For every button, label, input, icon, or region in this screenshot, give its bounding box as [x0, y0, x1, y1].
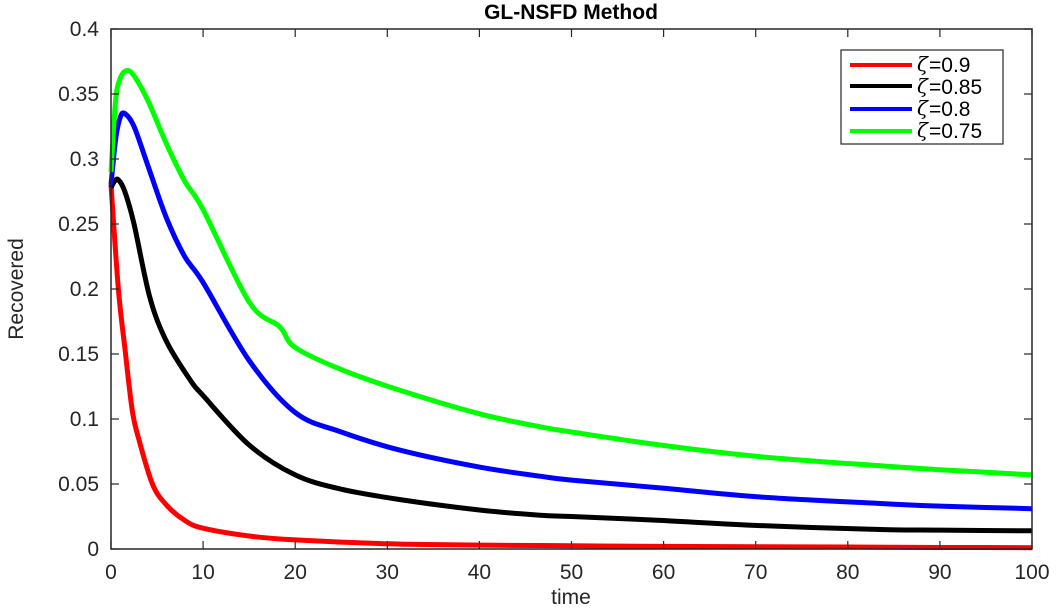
legend-label: =0.8 [929, 98, 970, 121]
x-axis-label: time [551, 586, 591, 609]
zeta-symbol: ζ [917, 96, 929, 120]
plot-lines [108, 67, 1033, 551]
y-tick-label: 0.25 [58, 213, 99, 236]
y-tick-label: 0.4 [70, 18, 100, 41]
legend-label: =0.75 [929, 120, 982, 143]
x-tick-label: 50 [560, 561, 583, 584]
y-axis: 0 0.05 0.1 0.15 0.2 0.25 0.3 0.35 0.4 [58, 18, 1032, 561]
legend-item-zeta-0.85: ζ =0.85 [850, 74, 982, 99]
x-tick-label: 90 [928, 561, 951, 584]
x-tick-label: 100 [1014, 561, 1049, 584]
x-axis: 0 10 20 30 40 50 60 70 80 90 100 [105, 29, 1050, 584]
x-tick-label: 20 [284, 561, 307, 584]
legend-item-zeta-0.8: ζ =0.8 [850, 96, 970, 121]
series-line-3 [108, 67, 1033, 478]
y-tick-label: 0.3 [70, 148, 99, 171]
y-tick-label: 0.2 [70, 278, 99, 301]
series-line-2 [108, 110, 1033, 512]
series-line-1 [108, 176, 1033, 534]
series-line-0 [108, 184, 1033, 551]
zeta-symbol: ζ [917, 118, 929, 142]
y-tick-label: 0.35 [58, 83, 99, 106]
x-tick-label: 0 [105, 561, 117, 584]
legend-label: =0.9 [929, 54, 970, 77]
y-axis-label: Recovered [5, 238, 28, 340]
chart-title: GL-NSFD Method [484, 1, 658, 24]
legend-item-zeta-0.9: ζ =0.9 [850, 52, 970, 77]
y-tick-label: 0.1 [70, 408, 99, 431]
legend-item-zeta-0.75: ζ =0.75 [850, 118, 982, 143]
legend-label: =0.85 [929, 76, 982, 99]
zeta-symbol: ζ [917, 52, 929, 76]
y-tick-label: 0.05 [58, 473, 99, 496]
x-tick-label: 30 [376, 561, 399, 584]
legend: ζ =0.9 ζ =0.85 ζ =0.8 ζ =0.75 [840, 49, 1004, 145]
x-tick-label: 80 [836, 561, 859, 584]
zeta-symbol: ζ [917, 74, 929, 98]
y-tick-label: 0.15 [58, 343, 99, 366]
x-tick-label: 10 [191, 561, 214, 584]
x-tick-label: 60 [652, 561, 675, 584]
x-tick-label: 40 [468, 561, 491, 584]
y-tick-label: 0 [87, 538, 99, 561]
x-tick-label: 70 [744, 561, 767, 584]
